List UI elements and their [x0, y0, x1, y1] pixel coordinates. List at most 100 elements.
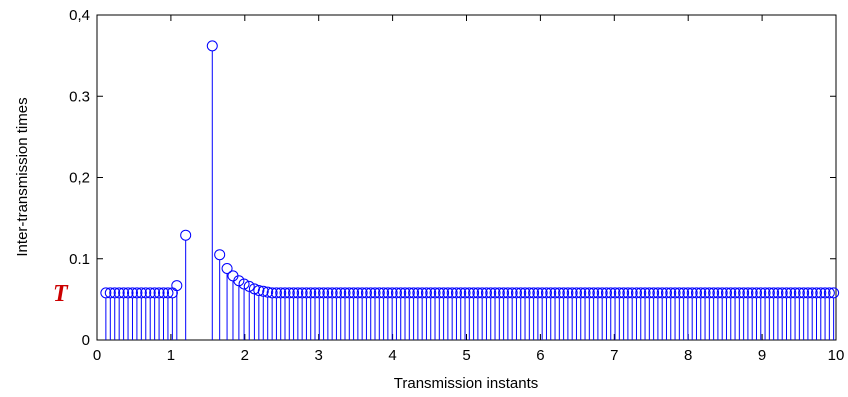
- stem-marker: [455, 287, 467, 299]
- stem-marker: [643, 287, 655, 299]
- stem-marker: [288, 287, 300, 299]
- stem-marker: [180, 229, 192, 241]
- x-tick-label: 2: [241, 347, 249, 364]
- stem-marker: [238, 278, 250, 290]
- stem-marker: [785, 287, 797, 299]
- stem-marker: [343, 287, 355, 299]
- stem-marker: [262, 286, 274, 298]
- x-tick-label: 8: [684, 347, 692, 364]
- stem-marker: [789, 287, 801, 299]
- x-tick-label: 4: [388, 347, 396, 364]
- stem-marker: [635, 287, 647, 299]
- stem-marker: [695, 287, 707, 299]
- stem-marker: [746, 287, 758, 299]
- stem-marker: [296, 287, 308, 299]
- stem-marker: [113, 287, 125, 299]
- stem-marker: [759, 287, 771, 299]
- stem-marker: [648, 287, 660, 299]
- stem-marker: [322, 287, 334, 299]
- stem-marker: [729, 287, 741, 299]
- stem-marker: [283, 287, 295, 299]
- stem-marker: [665, 287, 677, 299]
- stem-marker: [144, 287, 156, 299]
- stem-marker: [275, 287, 287, 299]
- stem-marker: [266, 287, 278, 299]
- stem-marker: [489, 287, 501, 299]
- x-tick-label: 7: [610, 347, 618, 364]
- stem-marker: [810, 287, 822, 299]
- stem-marker: [780, 287, 792, 299]
- stem-marker: [626, 287, 638, 299]
- stem-marker: [523, 287, 535, 299]
- stem-series: [100, 40, 840, 340]
- stem-marker: [425, 287, 437, 299]
- x-tick-label: 5: [462, 347, 470, 364]
- stem-marker: [652, 287, 664, 299]
- stem-marker: [378, 287, 390, 299]
- stem-marker: [257, 285, 269, 297]
- stem-marker: [313, 287, 325, 299]
- stem-marker: [300, 287, 312, 299]
- stem-marker: [682, 287, 694, 299]
- stem-marker: [549, 287, 561, 299]
- stem-marker: [819, 287, 831, 299]
- stem-marker: [733, 287, 745, 299]
- stem-marker: [703, 287, 715, 299]
- stem-marker: [725, 287, 737, 299]
- stem-marker: [738, 287, 750, 299]
- stem-marker: [382, 287, 394, 299]
- stem-marker: [605, 287, 617, 299]
- stem-marker: [416, 287, 428, 299]
- stem-marker: [802, 287, 814, 299]
- stem-marker: [592, 287, 604, 299]
- stem-marker: [502, 287, 514, 299]
- stem-marker: [673, 287, 685, 299]
- axis-ticks: 0 1 2 3 4 5 6 7 8 9 10 0 0.1 0,2 0.3 0,4: [69, 7, 844, 364]
- stem-marker: [253, 284, 265, 296]
- stem-marker: [403, 287, 415, 299]
- stem-marker: [109, 287, 121, 299]
- stem-marker: [630, 287, 642, 299]
- stem-marker: [828, 287, 840, 299]
- x-tick-label: 3: [315, 347, 323, 364]
- plot-area: [96, 14, 837, 341]
- stem-marker: [720, 287, 732, 299]
- stem-marker: [742, 287, 754, 299]
- x-tick-label: 1: [167, 347, 175, 364]
- stem-marker: [566, 287, 578, 299]
- stem-marker: [540, 287, 552, 299]
- stem-marker: [131, 287, 143, 299]
- x-tick-label: 9: [758, 347, 766, 364]
- stem-marker: [279, 287, 291, 299]
- stem-marker: [326, 287, 338, 299]
- stem-marker: [352, 287, 364, 299]
- stem-marker: [365, 287, 377, 299]
- stem-marker: [390, 287, 402, 299]
- stem-marker: [639, 287, 651, 299]
- stem-marker: [104, 287, 116, 299]
- stem-marker: [480, 287, 492, 299]
- y-tick-label: 0: [82, 332, 90, 349]
- stem-marker: [562, 287, 574, 299]
- stem-marker: [588, 287, 600, 299]
- stem-marker: [135, 287, 147, 299]
- stem-marker: [510, 287, 522, 299]
- stem-marker: [369, 287, 381, 299]
- stem-marker: [768, 287, 780, 299]
- stem-marker: [438, 287, 450, 299]
- stem-marker: [356, 287, 368, 299]
- stem-marker: [776, 287, 788, 299]
- stem-marker: [429, 287, 441, 299]
- threshold-annotation: T: [53, 281, 69, 307]
- y-tick-label: 0,2: [69, 170, 90, 187]
- y-tick-label: 0.3: [69, 88, 90, 105]
- stem-marker: [815, 287, 827, 299]
- stem-marker: [498, 287, 510, 299]
- stem-marker: [823, 287, 835, 299]
- stem-marker: [153, 287, 165, 299]
- stem-marker: [716, 287, 728, 299]
- stem-marker: [399, 287, 411, 299]
- x-tick-label: 10: [828, 347, 845, 364]
- stem-marker: [442, 287, 454, 299]
